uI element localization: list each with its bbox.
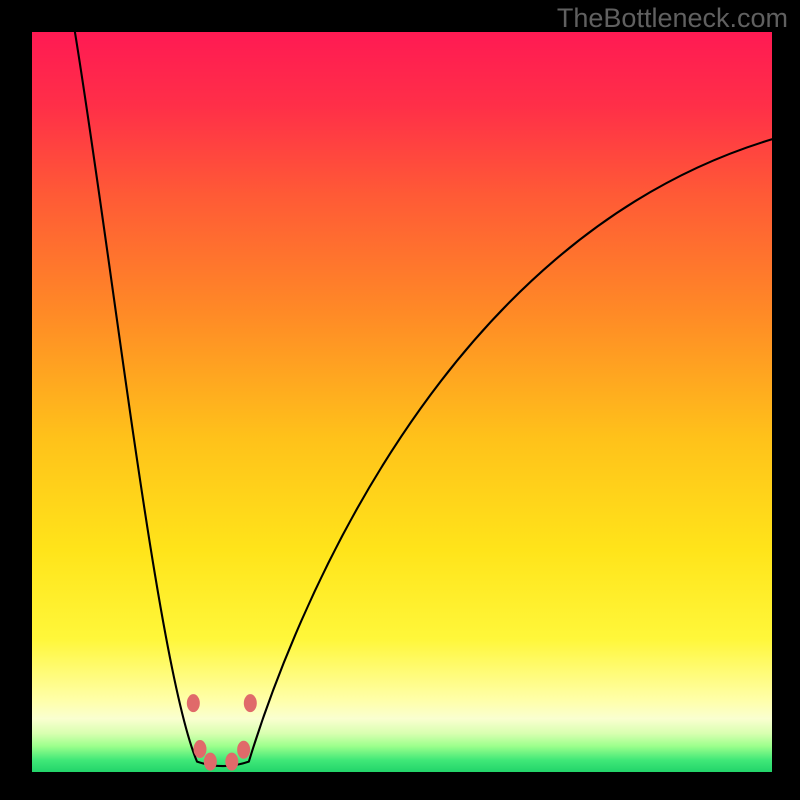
dots-layer: [32, 32, 772, 772]
figure-stage: TheBottleneck.com: [0, 0, 800, 800]
data-dot: [237, 741, 250, 759]
data-dot: [244, 694, 257, 712]
data-dot: [193, 740, 206, 758]
data-dot: [187, 694, 200, 712]
data-dot: [204, 753, 217, 771]
watermark-text: TheBottleneck.com: [557, 3, 788, 34]
gradient-plot-area: [32, 32, 772, 772]
data-dot: [225, 753, 238, 771]
